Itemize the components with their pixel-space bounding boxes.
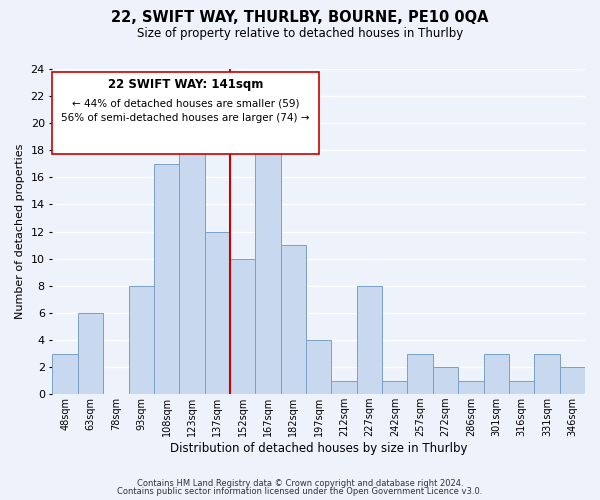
Text: Size of property relative to detached houses in Thurlby: Size of property relative to detached ho… [137, 28, 463, 40]
Bar [534, 354, 560, 394]
Text: 22, SWIFT WAY, THURLBY, BOURNE, PE10 0QA: 22, SWIFT WAY, THURLBY, BOURNE, PE10 0QA [111, 10, 489, 25]
Bar [331, 380, 357, 394]
Bar [306, 340, 331, 394]
Text: Contains public sector information licensed under the Open Government Licence v3: Contains public sector information licen… [118, 487, 482, 496]
Bar [484, 354, 509, 394]
Bar [458, 380, 484, 394]
Bar [357, 286, 382, 394]
Text: ← 44% of detached houses are smaller (59): ← 44% of detached houses are smaller (59… [72, 98, 299, 108]
X-axis label: Distribution of detached houses by size in Thurlby: Distribution of detached houses by size … [170, 442, 467, 455]
Text: 22 SWIFT WAY: 141sqm: 22 SWIFT WAY: 141sqm [108, 78, 263, 92]
Bar [205, 232, 230, 394]
Bar [509, 380, 534, 394]
Bar [407, 354, 433, 394]
Bar [154, 164, 179, 394]
Text: Contains HM Land Registry data © Crown copyright and database right 2024.: Contains HM Land Registry data © Crown c… [137, 478, 463, 488]
Bar [179, 123, 205, 394]
Bar [560, 367, 585, 394]
Bar [78, 313, 103, 394]
Bar [382, 380, 407, 394]
Bar [230, 258, 256, 394]
Bar [128, 286, 154, 394]
Bar [281, 245, 306, 394]
Text: 56% of semi-detached houses are larger (74) →: 56% of semi-detached houses are larger (… [61, 114, 310, 124]
Y-axis label: Number of detached properties: Number of detached properties [15, 144, 25, 320]
Bar [433, 367, 458, 394]
Bar [256, 150, 281, 394]
Bar [52, 354, 78, 394]
